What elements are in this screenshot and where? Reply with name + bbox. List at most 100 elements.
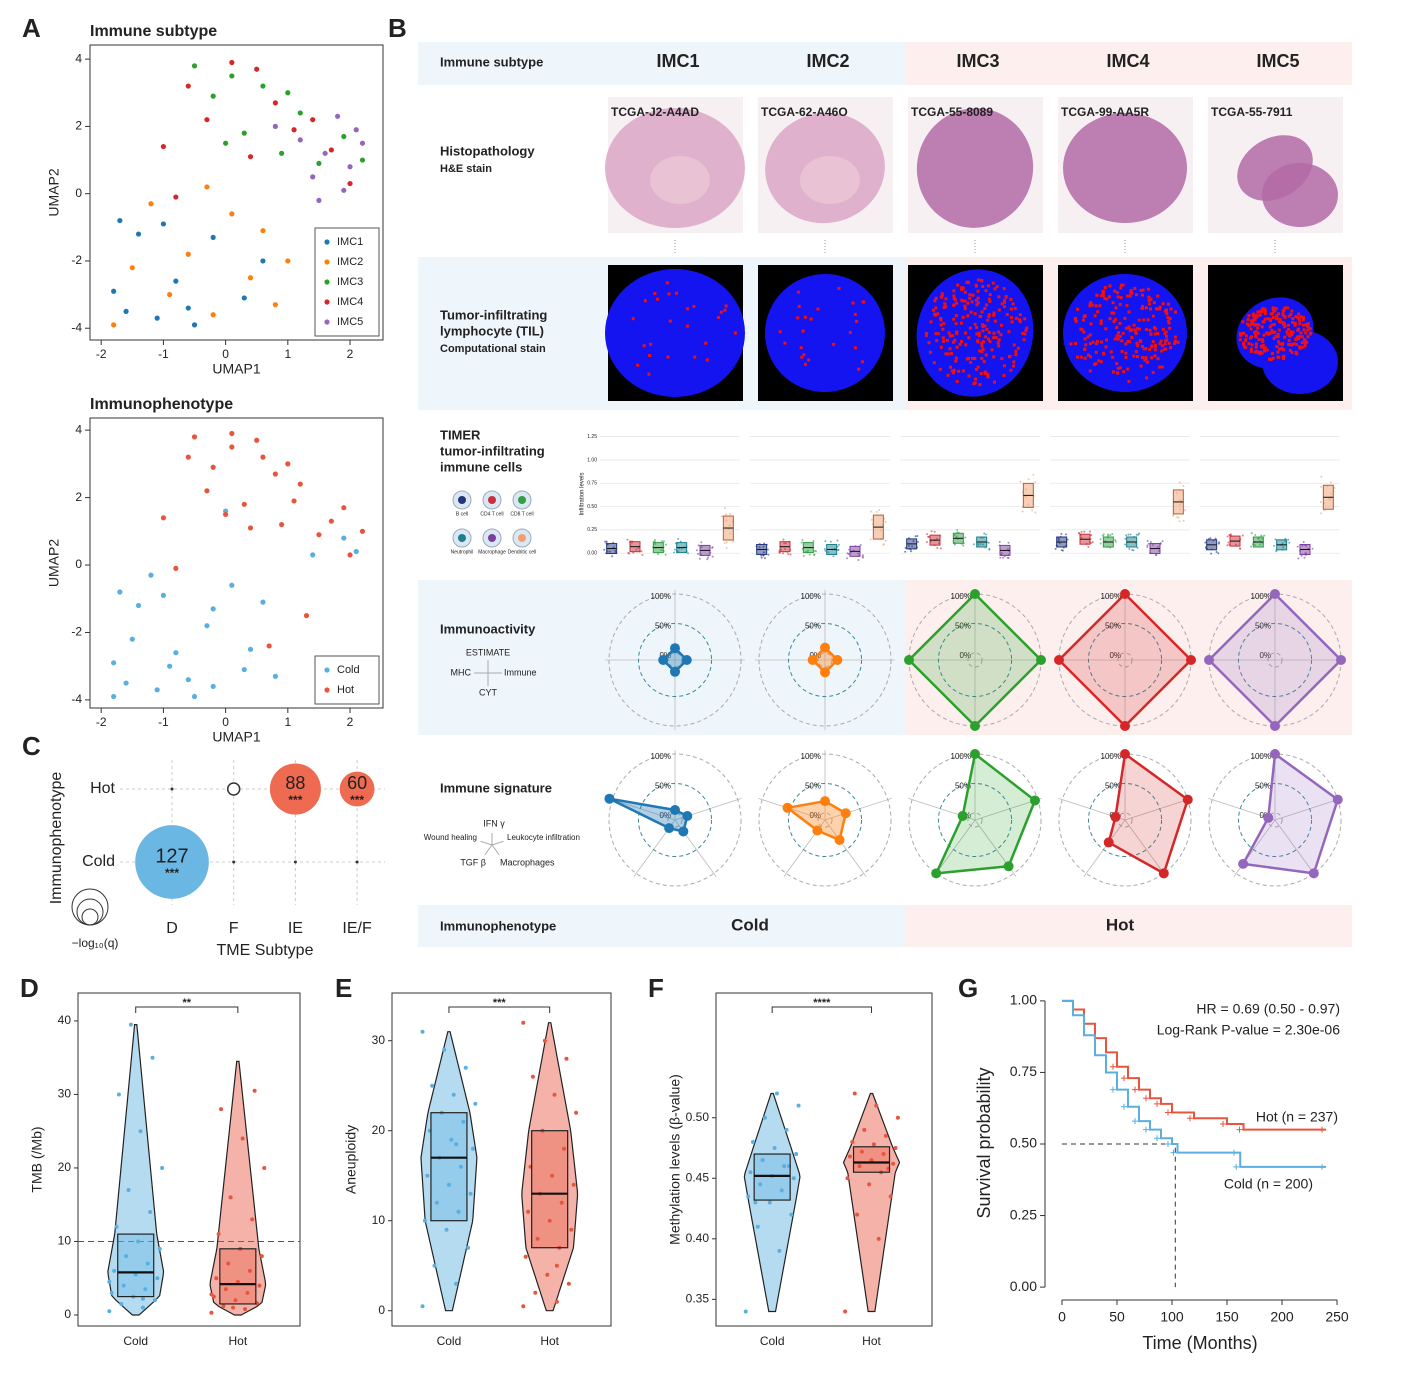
radar-axis bbox=[1083, 819, 1126, 877]
timer-point bbox=[1287, 538, 1290, 541]
y-tick-label: 30 bbox=[372, 1033, 386, 1047]
timer-point bbox=[857, 558, 860, 561]
legend-cross bbox=[480, 840, 493, 846]
timer-point bbox=[1217, 552, 1220, 555]
jitter-point bbox=[454, 1281, 459, 1286]
timer-point bbox=[1176, 515, 1179, 518]
til-dot bbox=[862, 300, 866, 304]
til-dot bbox=[1161, 327, 1165, 331]
til-dot bbox=[973, 322, 977, 326]
timer-point bbox=[1060, 549, 1063, 552]
jitter-point bbox=[772, 1145, 777, 1150]
box bbox=[753, 1153, 791, 1201]
til-tissue bbox=[1262, 330, 1338, 394]
timer-point bbox=[964, 536, 967, 539]
til-dot bbox=[1076, 307, 1080, 311]
til-dot bbox=[1151, 340, 1155, 344]
til-dot bbox=[1146, 287, 1150, 291]
timer-point bbox=[824, 540, 827, 543]
jitter-point bbox=[259, 1254, 264, 1259]
radar-vertex bbox=[970, 749, 980, 759]
til-dot bbox=[1158, 305, 1162, 309]
til-dot bbox=[848, 330, 852, 334]
point bbox=[117, 217, 123, 224]
til-dot bbox=[964, 331, 968, 335]
jitter-point bbox=[473, 1101, 478, 1106]
timer-point bbox=[1320, 485, 1323, 488]
til-dot bbox=[1262, 349, 1266, 353]
til-dot bbox=[1271, 306, 1275, 310]
x-tick-label: F bbox=[229, 920, 239, 937]
radar-tick-label: 100% bbox=[1101, 752, 1121, 761]
til-dot bbox=[1021, 331, 1025, 335]
til-dot bbox=[797, 304, 801, 308]
til-dot bbox=[1093, 362, 1097, 366]
point bbox=[160, 221, 167, 227]
til-dot bbox=[1128, 329, 1132, 333]
timer-point bbox=[1124, 543, 1127, 546]
timer-point bbox=[813, 553, 816, 556]
chart-title: Immune subtype bbox=[90, 23, 217, 40]
x-tick-label: Hot bbox=[862, 1334, 881, 1348]
til-dot bbox=[1094, 350, 1098, 354]
til-dot bbox=[1250, 343, 1254, 347]
til-dot bbox=[933, 299, 937, 303]
til-dot bbox=[1151, 370, 1155, 374]
til-dot bbox=[1264, 331, 1268, 335]
til-dot bbox=[959, 321, 963, 325]
cell-label: Neutrophil bbox=[451, 549, 474, 555]
timer-point bbox=[956, 529, 959, 532]
jitter-point bbox=[867, 1182, 872, 1187]
til-dot bbox=[990, 348, 994, 352]
timer-point bbox=[782, 538, 785, 541]
til-dot bbox=[975, 325, 979, 329]
til-dot bbox=[995, 285, 999, 289]
timer-point bbox=[1182, 484, 1185, 487]
til-dot bbox=[1012, 360, 1016, 364]
y-tick-label: 10 bbox=[58, 1234, 72, 1248]
til-dot bbox=[988, 340, 992, 344]
til-dot bbox=[987, 297, 991, 301]
til-dot bbox=[976, 339, 980, 343]
timer-point bbox=[1302, 541, 1305, 544]
til-dot bbox=[1300, 341, 1304, 345]
til-dot bbox=[985, 327, 989, 331]
jitter-point bbox=[126, 1188, 131, 1193]
jitter-point bbox=[422, 1218, 427, 1223]
til-dot bbox=[1168, 326, 1172, 330]
timer-point bbox=[1087, 545, 1090, 548]
til-dot bbox=[1120, 349, 1124, 353]
legend-cross bbox=[491, 840, 504, 846]
censor-mark bbox=[1142, 1126, 1149, 1133]
radar-vertex bbox=[812, 825, 823, 836]
til-dot bbox=[1304, 331, 1308, 335]
timer-point bbox=[802, 554, 805, 557]
radar-axis bbox=[1274, 797, 1342, 821]
til-dot bbox=[1115, 371, 1119, 375]
til-dot bbox=[1253, 317, 1257, 321]
axis-legend: Macrophages bbox=[500, 857, 555, 867]
til-dot bbox=[1244, 345, 1248, 349]
jitter-point bbox=[566, 1281, 571, 1286]
til-dot bbox=[1285, 330, 1289, 334]
til-dot bbox=[1245, 322, 1249, 326]
til-dot bbox=[1002, 287, 1006, 291]
point bbox=[316, 532, 322, 538]
censor-mark bbox=[1109, 1063, 1116, 1070]
point bbox=[123, 308, 129, 315]
til-dot bbox=[1289, 330, 1293, 334]
til-dot bbox=[1289, 312, 1293, 316]
point bbox=[347, 180, 353, 187]
timer-point bbox=[1178, 520, 1181, 523]
point bbox=[204, 117, 210, 123]
til-dot bbox=[1158, 307, 1162, 311]
til-dot bbox=[636, 363, 640, 367]
til-dot bbox=[1112, 320, 1116, 324]
point bbox=[191, 63, 198, 69]
til-dot bbox=[996, 341, 1000, 345]
til-dot bbox=[1254, 333, 1258, 337]
til-dot bbox=[1141, 306, 1145, 310]
til-dot bbox=[960, 286, 964, 290]
til-dot bbox=[966, 301, 970, 305]
radar-vertex bbox=[670, 666, 680, 677]
